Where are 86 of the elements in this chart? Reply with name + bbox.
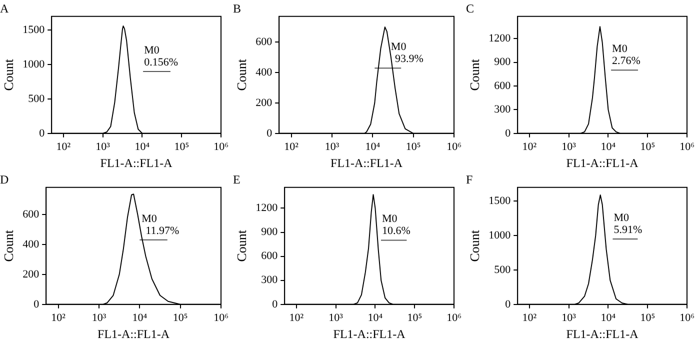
x-axis-title: FL1-A::FL1-A	[333, 326, 406, 341]
annotation: 0.156%	[144, 56, 178, 68]
annotation: M0	[144, 44, 160, 56]
chart-title: E	[233, 172, 240, 186]
x-tick-label: 10²	[51, 312, 66, 324]
y-tick-label: 0	[34, 298, 40, 310]
x-tick-label: 10⁶	[680, 140, 695, 153]
y-tick-label: 1500	[22, 24, 46, 36]
x-tick-label: 10⁶	[214, 140, 229, 153]
y-tick-label: 400	[22, 238, 40, 250]
x-tick-label: 10⁶	[214, 312, 229, 324]
chart-title: C	[466, 1, 474, 16]
x-axis-title: FL1-A::FL1-A	[100, 156, 173, 170]
y-tick-label: 0	[266, 127, 273, 140]
annotation: 10.6%	[382, 225, 410, 238]
y-tick-label: 1200	[256, 202, 278, 214]
x-tick-label: 10⁵	[406, 140, 421, 153]
x-tick-label: 10⁴	[600, 312, 616, 324]
chart-title: D	[0, 172, 9, 186]
x-axis-title: FL1-A::FL1-A	[566, 326, 639, 341]
annotation: 2.76%	[612, 55, 640, 68]
x-axis-title: FL1-A::FL1-A	[330, 156, 403, 170]
x-tick-label: 10²	[522, 312, 538, 324]
x-tick-label: 10⁶	[446, 312, 462, 324]
y-tick-label: 300	[261, 274, 278, 286]
x-tick-label: 10²	[284, 140, 300, 153]
annotation: 11.97%	[146, 224, 180, 237]
annotation: 5.91%	[614, 224, 642, 236]
y-tick-label: 900	[261, 226, 278, 238]
x-tick-label: 10⁴	[600, 140, 616, 153]
annotation: 93.9%	[394, 52, 424, 65]
annotation: M0	[612, 43, 628, 56]
x-axis-title: FL1-A::FL1-A	[98, 326, 170, 341]
x-tick-label: 10⁶	[446, 140, 462, 153]
x-tick-label: 10²	[522, 140, 538, 153]
chart-title: F	[466, 172, 473, 186]
chart-title: A	[0, 1, 9, 16]
x-tick-label: 10³	[324, 140, 340, 153]
y-tick-label: 1000	[22, 58, 46, 70]
x-tick-label: 10⁵	[640, 312, 656, 324]
y-tick-label: 0	[505, 298, 512, 310]
y-axis-title: Count	[234, 230, 250, 262]
x-tick-label: 10⁵	[174, 140, 190, 153]
annotation: M0	[142, 212, 158, 225]
x-tick-label: 10⁵	[407, 312, 422, 324]
annotation: M0	[390, 40, 407, 53]
y-axis-title: Count	[234, 58, 250, 91]
x-tick-label: 10²	[56, 140, 72, 153]
x-tick-label: 10⁵	[172, 312, 188, 324]
y-tick-label: 600	[22, 208, 40, 220]
y-tick-label: 0	[39, 127, 46, 140]
y-tick-label: 500	[494, 264, 512, 276]
x-tick-label: 10⁵	[640, 140, 656, 153]
y-tick-label: 600	[494, 80, 512, 92]
x-tick-label: 10⁴	[365, 140, 380, 153]
y-tick-label: 600	[261, 250, 278, 262]
y-tick-label: 1200	[488, 32, 512, 44]
y-tick-label: 900	[494, 56, 512, 68]
y-tick-label: 1500	[488, 195, 512, 208]
y-tick-label: 200	[256, 96, 273, 109]
y-axis-title: Count	[1, 230, 16, 262]
y-axis-title: Count	[467, 230, 482, 262]
annotation: M0	[382, 213, 398, 226]
y-axis-title: Count	[1, 58, 16, 91]
x-axis-title: FL1-A::FL1-A	[566, 156, 639, 170]
y-tick-label: 300	[494, 104, 512, 116]
y-tick-label: 600	[256, 36, 273, 48]
x-tick-label: 10⁴	[132, 312, 148, 324]
y-axis-title: Count	[467, 58, 482, 91]
x-tick-label: 10⁶	[680, 312, 695, 324]
x-tick-label: 10⁴	[368, 312, 383, 324]
y-tick-label: 500	[28, 92, 46, 105]
chart-title: B	[233, 1, 242, 16]
x-tick-label: 10⁴	[134, 140, 150, 153]
x-tick-label: 10³	[328, 312, 344, 324]
y-tick-label: 200	[22, 268, 40, 280]
x-tick-label: 10³	[562, 140, 577, 153]
x-tick-label: 10³	[92, 312, 107, 324]
y-tick-label: 0	[272, 298, 278, 310]
y-tick-label: 400	[256, 66, 273, 79]
y-tick-label: 1000	[488, 229, 512, 242]
y-tick-label: 0	[505, 127, 512, 140]
x-tick-label: 10³	[96, 140, 111, 153]
annotation: M0	[614, 212, 630, 224]
x-tick-label: 10³	[562, 312, 577, 324]
x-tick-label: 10²	[289, 312, 304, 324]
